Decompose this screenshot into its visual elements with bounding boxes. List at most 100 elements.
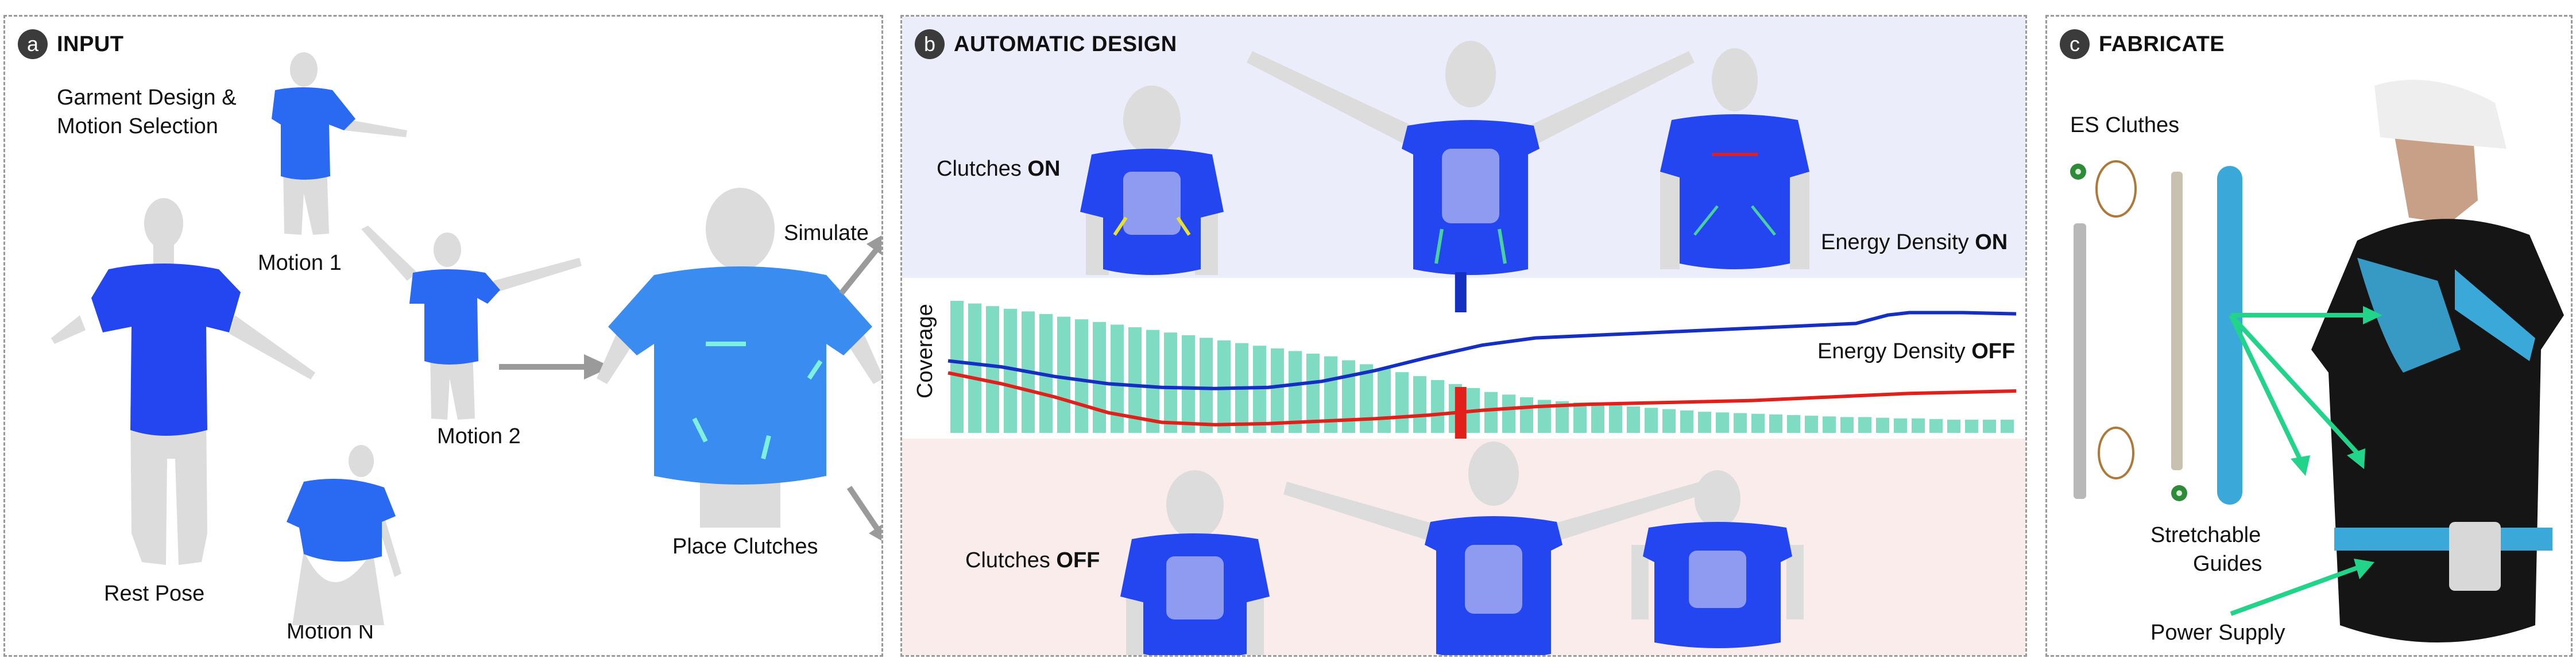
coverage-bar <box>1609 405 1622 433</box>
coverage-bar <box>1538 400 1551 433</box>
coverage-bar <box>1840 417 1854 433</box>
panel-automatic-design: b AUTOMATIC DESIGN Clutches ON Clutches … <box>900 15 2027 657</box>
coverage-bar <box>1057 316 1070 433</box>
coverage-bar <box>1484 392 1498 433</box>
coverage-bar <box>1164 332 1177 433</box>
panel-b-badge: b <box>915 29 945 59</box>
panel-input: a INPUT Garment Design & Motion Selectio… <box>3 15 883 657</box>
coverage-bar <box>1698 412 1711 433</box>
coverage-bar <box>1769 414 1782 433</box>
place-clutches-shirt <box>597 188 881 528</box>
energy-density-off-line <box>947 371 2017 427</box>
person-wearing-garment <box>2311 80 2564 642</box>
on-figure-arms-up <box>1247 41 1695 275</box>
motion-n-mannequin <box>287 445 401 625</box>
off-figure-back-2 <box>1631 470 1804 648</box>
garment-design-label: Garment Design & <box>57 86 237 110</box>
coverage-bar <box>1627 406 1640 433</box>
es-cluthes-label: ES Cluthes <box>2070 113 2180 137</box>
motion-1-mannequin <box>272 52 407 235</box>
coverage-bar <box>1556 401 1569 433</box>
es-clutch-parts <box>2070 160 2242 505</box>
coverage-bar <box>1876 417 1889 433</box>
coverage-bar <box>1306 354 1320 433</box>
coverage-bar <box>1093 322 1106 433</box>
coverage-bar <box>1573 402 1587 433</box>
panel-b-title: AUTOMATIC DESIGN <box>954 32 1177 56</box>
coverage-bar <box>2001 420 2014 433</box>
coverage-bar <box>1289 351 1302 433</box>
coverage-bar <box>1520 397 1533 433</box>
on-figure-back-1 <box>1080 86 1224 275</box>
coverage-bar <box>1947 420 1960 433</box>
coverage-bar <box>1894 418 1907 433</box>
coverage-bar <box>1912 418 1925 433</box>
energy-density-off-label: Energy Density OFF <box>1817 339 2016 363</box>
panel-a-badge: a <box>18 29 48 59</box>
coverage-bar <box>1431 380 1444 433</box>
rest-pose-label: Rest Pose <box>104 582 205 606</box>
on-figure-back-2 <box>1660 48 1809 269</box>
coverage-bar <box>1182 335 1195 433</box>
coverage-bar <box>1716 412 1729 433</box>
stretchable-label: Stretchable <box>2150 523 2261 547</box>
motion-selection-label: Motion Selection <box>57 114 218 138</box>
panel-a-header: a INPUT <box>18 29 124 59</box>
coverage-bar <box>1128 327 1142 433</box>
off-figure-arms-up <box>1283 442 1704 655</box>
coverage-bar <box>1591 404 1604 433</box>
panel-c-header: c FABRICATE <box>2060 29 2225 59</box>
coverage-bar <box>1200 338 1213 433</box>
energy-density-on-line <box>947 311 2017 390</box>
arrow-simulate-off <box>846 486 881 541</box>
coverage-bar <box>1662 409 1676 433</box>
clutches-off-label: Clutches OFF <box>965 548 1100 572</box>
coverage-bar <box>1645 408 1658 433</box>
panel-b-header: b AUTOMATIC DESIGN <box>915 29 1177 59</box>
panel-c-badge: c <box>2060 29 2090 59</box>
place-clutches-label: Place Clutches <box>672 535 818 559</box>
coverage-bar <box>1805 416 1818 433</box>
coverage-bar <box>950 301 964 433</box>
coverage-bar <box>1004 308 1017 433</box>
coverage-bar <box>1983 420 1996 433</box>
energy-density-on-label: Energy Density ON <box>1821 230 2008 254</box>
coverage-axis-label: Coverage <box>913 304 937 398</box>
motion-2-mannequin <box>361 226 582 420</box>
motion-2-label: Motion 2 <box>437 424 521 448</box>
green-arrows <box>2229 306 2382 616</box>
coverage-bar <box>1965 420 1978 433</box>
coverage-bar <box>1360 364 1373 433</box>
coverage-bar <box>1342 360 1355 433</box>
coverage-bar <box>1378 368 1391 433</box>
coverage-bar <box>1680 410 1693 433</box>
coverage-bar <box>1111 324 1124 433</box>
coverage-bar <box>1751 413 1765 433</box>
rest-pose-mannequin <box>51 198 315 565</box>
arrow-to-place-clutches <box>499 354 612 380</box>
coverage-bar <box>1253 346 1266 433</box>
coverage-bar <box>1734 413 1747 433</box>
off-figure-back-1 <box>1120 470 1270 655</box>
coverage-bar <box>1502 394 1515 433</box>
selected-off-marker <box>1455 387 1467 439</box>
panel-c-title: FABRICATE <box>2099 32 2225 56</box>
coverage-bar <box>968 303 981 433</box>
coverage-bar <box>1787 415 1800 433</box>
coverage-bar <box>1395 372 1409 433</box>
coverage-bar <box>1146 330 1159 433</box>
coverage-bar <box>986 306 999 433</box>
selected-on-marker <box>1455 272 1467 312</box>
coverage-bar <box>1823 416 1836 433</box>
power-supply-label: Power Supply <box>2150 621 2285 645</box>
arrow-simulate-on <box>839 235 881 296</box>
panel-fabricate: c FABRICATE ES Cluthes Stretchable Guide… <box>2045 15 2573 657</box>
coverage-bar <box>1858 417 1871 433</box>
guides-label: Guides <box>2193 552 2262 576</box>
coverage-bar <box>1324 356 1337 433</box>
panel-a-title: INPUT <box>57 32 124 56</box>
coverage-bar <box>1271 348 1284 433</box>
simulate-label: Simulate <box>784 221 869 245</box>
clutches-on-label: Clutches ON <box>937 157 1061 181</box>
motion-1-label: Motion 1 <box>258 251 342 275</box>
